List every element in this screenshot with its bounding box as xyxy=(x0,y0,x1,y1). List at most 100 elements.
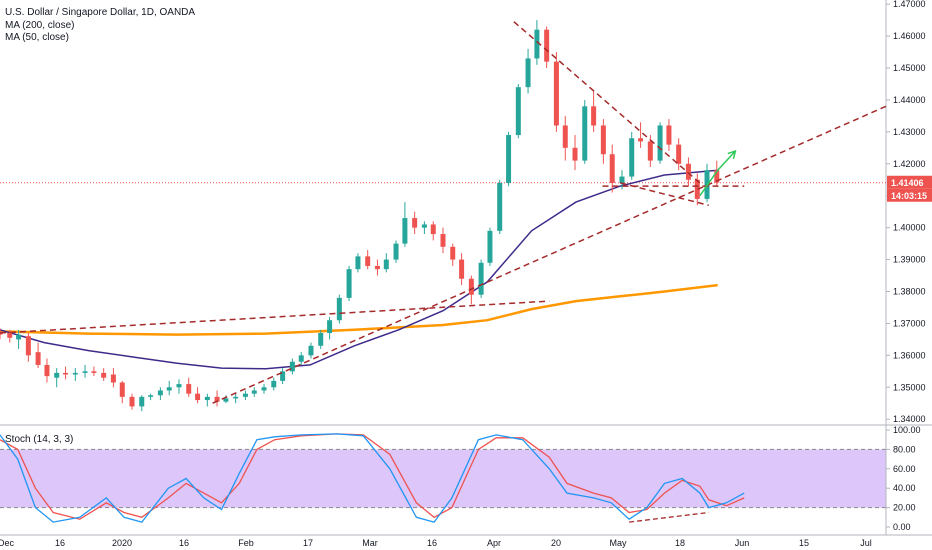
price-tick-label: 1.44000 xyxy=(893,95,926,105)
candle-down xyxy=(544,29,550,62)
candle-up xyxy=(534,29,540,59)
price-tick-label: 1.35000 xyxy=(893,382,926,392)
candle-down xyxy=(685,163,691,180)
candle-up xyxy=(72,372,78,375)
price-tick-label: 1.42000 xyxy=(893,159,926,169)
candle-down xyxy=(25,336,31,356)
stoch-tick-label: 60.00 xyxy=(893,464,916,474)
candle-up xyxy=(629,138,635,177)
price-tag xyxy=(887,175,932,189)
time-tick-label: Jul xyxy=(860,538,872,548)
candle-down xyxy=(666,125,672,145)
stoch-tick-label: 20.00 xyxy=(893,503,916,513)
candle-up xyxy=(242,393,248,397)
stoch-band xyxy=(0,449,886,508)
candle-down xyxy=(676,144,682,164)
candle-down xyxy=(600,125,606,155)
candle-down xyxy=(374,265,380,270)
candle-down xyxy=(459,259,465,279)
candle-down xyxy=(214,396,220,402)
candle-down xyxy=(591,106,597,126)
candle-up xyxy=(657,125,663,161)
price-tick-label: 1.34000 xyxy=(893,414,926,424)
countdown-tag xyxy=(887,188,932,202)
candle-up xyxy=(251,390,257,394)
candle-down xyxy=(119,382,125,397)
candle-down xyxy=(714,170,720,183)
ma50-legend: MA (50, close) xyxy=(5,32,69,43)
stoch-tick-label: 100.00 xyxy=(893,425,921,435)
candle-down xyxy=(450,246,456,260)
candle-up xyxy=(619,176,625,183)
candle-down xyxy=(44,364,50,377)
candle-down xyxy=(647,141,653,161)
candle-down xyxy=(609,154,615,183)
candle-down xyxy=(186,384,192,394)
price-tick-label: 1.40000 xyxy=(893,223,926,233)
price-tag-label: 1.41406 xyxy=(891,178,924,188)
candle-down xyxy=(91,371,97,373)
time-tick-label: Apr xyxy=(487,538,501,548)
stoch-tick-label: 40.00 xyxy=(893,483,916,493)
price-tick-label: 1.36000 xyxy=(893,350,926,360)
trendline xyxy=(212,105,887,404)
candle-up xyxy=(506,135,512,183)
candle-up xyxy=(233,396,239,399)
price-tick-label: 1.46000 xyxy=(893,31,926,41)
candle-up xyxy=(166,387,172,391)
candle-up xyxy=(383,259,389,270)
candle-down xyxy=(195,393,201,401)
candle-up xyxy=(336,297,342,321)
candle-up xyxy=(261,387,267,391)
time-tick-label: 20 xyxy=(551,538,561,548)
price-tick-label: 1.47000 xyxy=(893,0,926,9)
candle-down xyxy=(562,125,568,148)
projection-arrow xyxy=(699,150,736,197)
candle-up xyxy=(82,371,88,373)
candle-up xyxy=(346,269,352,298)
trendline xyxy=(0,300,550,334)
candle-up xyxy=(402,218,408,244)
stoch-tick-label: 0.00 xyxy=(893,522,911,532)
time-tick-label: 2020 xyxy=(112,538,132,548)
ma50-line xyxy=(0,169,718,370)
time-tick-label: Dec xyxy=(0,538,15,548)
candle-down xyxy=(110,374,116,383)
candle-up xyxy=(280,371,286,381)
time-tick-label: 18 xyxy=(675,538,685,548)
candle-up xyxy=(139,396,145,407)
candle-down xyxy=(365,256,371,266)
chart-title: U.S. Dollar / Singapore Dollar, 1D, OAND… xyxy=(5,7,196,18)
stoch-k-line xyxy=(0,433,745,523)
candle-down xyxy=(553,61,559,126)
candle-down xyxy=(7,333,13,338)
trendline xyxy=(513,21,701,184)
candle-up xyxy=(478,262,484,295)
candle-up xyxy=(148,395,154,397)
candle-up xyxy=(421,224,427,228)
trendline xyxy=(620,182,709,207)
time-tick-label: 15 xyxy=(799,538,809,548)
candle-down xyxy=(572,147,578,161)
countdown-label: 14:03:15 xyxy=(891,191,927,201)
candle-up xyxy=(308,345,314,356)
candle-down xyxy=(468,278,474,295)
candle-up xyxy=(223,398,229,402)
time-tick-label: Jun xyxy=(735,538,750,548)
stoch-tick-label: 80.00 xyxy=(893,444,916,454)
time-tick-label: 16 xyxy=(179,538,189,548)
candle-up xyxy=(497,182,503,231)
candle-down xyxy=(694,179,700,199)
time-tick-label: 16 xyxy=(55,538,65,548)
candle-up xyxy=(157,390,163,396)
candle-up xyxy=(525,58,531,88)
candle-up xyxy=(393,243,399,260)
stoch-divergence-line xyxy=(629,511,709,523)
time-tick-label: 17 xyxy=(303,538,313,548)
ma200-legend: MA (200, close) xyxy=(5,20,75,31)
price-tick-label: 1.39000 xyxy=(893,255,926,265)
candle-up xyxy=(271,380,277,388)
candle-up xyxy=(487,230,493,263)
price-tick-label: 1.43000 xyxy=(893,127,926,137)
